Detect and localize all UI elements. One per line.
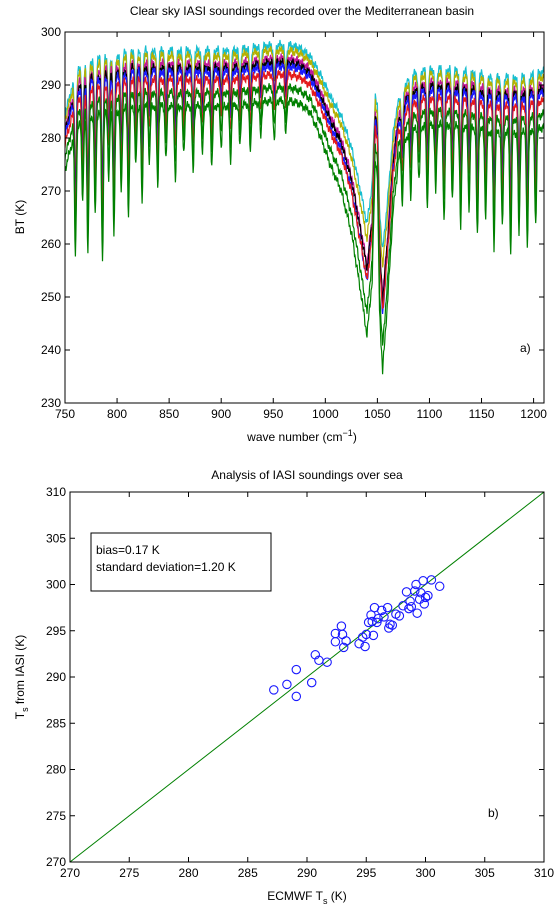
scatter-point <box>306 677 317 688</box>
spectrum-series-6 <box>65 82 544 346</box>
spectrum-x-tick-label: 750 <box>55 407 75 421</box>
spectrum-series-7 <box>65 95 544 375</box>
scatter-point <box>418 576 428 586</box>
spectrum-axes-frame <box>64 31 545 404</box>
spectrum-series-5 <box>65 69 544 310</box>
scatter-panel: Analysis of IASI soundings over sea bias… <box>13 468 554 906</box>
scatter-points <box>269 575 445 702</box>
scatter-y-tick-label: 280 <box>46 763 66 777</box>
spectrum-y-tick-label: 280 <box>41 131 61 145</box>
scatter-point <box>379 612 389 622</box>
scatter-point <box>434 581 445 592</box>
scatter-x-tick-label: 270 <box>60 866 80 880</box>
spectrum-x-axis-label: wave number (cm−1) <box>246 428 357 444</box>
scatter-point <box>423 590 433 601</box>
spectrum-x-tick-label: 1000 <box>312 407 339 421</box>
scatter-point <box>401 587 412 597</box>
spectrum-y-tick-label: 290 <box>41 78 61 92</box>
spectrum-x-tick-label: 900 <box>211 407 231 421</box>
scatter-point <box>419 599 430 609</box>
identity-line <box>69 491 545 863</box>
scatter-y-tick-label: 300 <box>46 578 66 592</box>
scatter-point <box>360 641 370 652</box>
scatter-x-tick-label: 290 <box>297 866 317 880</box>
stats-box-frame <box>90 532 272 592</box>
scatter-x-tick-label: 305 <box>475 866 495 880</box>
scatter-title: Analysis of IASI soundings over sea <box>211 468 403 482</box>
scatter-point <box>382 602 393 613</box>
scatter-point <box>336 621 347 631</box>
scatter-point <box>394 611 405 621</box>
stats-annotation-box: bias=0.17 K standard deviation=1.20 K <box>90 532 272 592</box>
spectrum-traces <box>65 39 544 375</box>
scatter-point <box>338 642 349 653</box>
scatter-y-tick-label: 295 <box>46 624 66 638</box>
scatter-point <box>291 664 302 675</box>
spectrum-y-ticks: 230 240 250 260 270 280 290 300 <box>41 25 544 410</box>
scatter-point <box>372 617 382 628</box>
spectrum-x-tick-label: 850 <box>159 407 179 421</box>
scatter-x-tick-label: 280 <box>178 866 198 880</box>
spectrum-y-tick-label: 270 <box>41 184 61 198</box>
std-dev-text: standard deviation=1.20 K <box>96 560 236 574</box>
spectrum-panel: Clear sky IASI soundings recorded over t… <box>13 4 547 444</box>
spectrum-series-1 <box>65 45 544 268</box>
scatter-point <box>404 603 414 614</box>
scatter-y-tick-label: 275 <box>46 809 66 823</box>
scatter-y-ticks: 270 275 280 285 290 295 300 305 310 <box>46 485 544 869</box>
scatter-panel-label: b) <box>488 806 499 820</box>
spectrum-y-tick-label: 230 <box>41 396 61 410</box>
scatter-point <box>269 685 279 695</box>
spectrum-x-tick-label: 1050 <box>364 407 391 421</box>
spectrum-title: Clear sky IASI soundings recorded over t… <box>130 4 474 18</box>
scatter-x-tick-label: 300 <box>415 866 435 880</box>
spectrum-x-tick-label: 950 <box>263 407 283 421</box>
scatter-point <box>387 620 398 630</box>
scatter-y-tick-label: 285 <box>46 716 66 730</box>
scatter-point <box>405 596 415 606</box>
scatter-point <box>412 608 422 618</box>
spectrum-series-4 <box>65 61 544 314</box>
scatter-y-axis-label: Ts from IASI (K) <box>13 635 30 720</box>
spectrum-x-tick-label: 1100 <box>417 407 443 421</box>
spectrum-y-tick-label: 300 <box>41 25 61 39</box>
scatter-point <box>373 613 383 624</box>
spectrum-x-ticks: 750 800 850 900 950 1000 1050 1100 1150 1200 <box>55 32 547 421</box>
spectrum-x-tick-label: 1200 <box>520 407 547 421</box>
scatter-point <box>376 605 387 616</box>
scatter-point <box>341 636 351 646</box>
spectrum-series-0 <box>65 39 544 248</box>
scatter-point <box>330 637 341 647</box>
scatter-x-axis-label: ECMWF Ts (K) <box>267 889 347 906</box>
scatter-x-ticks: 270 275 280 285 290 295 300 305 310 <box>60 492 554 880</box>
scatter-point <box>291 691 302 702</box>
scatter-point <box>426 575 437 585</box>
scatter-y-tick-label: 310 <box>46 485 66 499</box>
spectrum-x-tick-label: 800 <box>107 407 127 421</box>
scatter-point <box>420 592 431 603</box>
scatter-y-tick-label: 270 <box>46 855 66 869</box>
scatter-x-tick-label: 295 <box>356 866 376 880</box>
spectrum-panel-label: a) <box>520 341 531 355</box>
scatter-point <box>282 679 292 690</box>
scatter-point <box>361 629 372 640</box>
spectrum-x-tick-label: 1150 <box>469 407 495 421</box>
scatter-x-tick-label: 310 <box>534 866 554 880</box>
scatter-point <box>410 586 420 596</box>
scatter-point <box>406 601 417 612</box>
scatter-point <box>367 616 377 627</box>
scatter-y-tick-label: 290 <box>46 670 66 684</box>
spectrum-y-tick-label: 260 <box>41 237 61 251</box>
spectrum-y-tick-label: 250 <box>41 290 61 304</box>
scatter-x-tick-label: 275 <box>119 866 139 880</box>
scatter-point <box>368 630 379 641</box>
scatter-point <box>322 657 332 667</box>
scatter-x-tick-label: 285 <box>238 866 258 880</box>
spectrum-y-tick-label: 240 <box>41 343 61 357</box>
scatter-y-tick-label: 305 <box>46 531 66 545</box>
spectrum-y-axis-label: BT (K) <box>13 200 27 234</box>
bias-text: bias=0.17 K <box>96 543 160 557</box>
